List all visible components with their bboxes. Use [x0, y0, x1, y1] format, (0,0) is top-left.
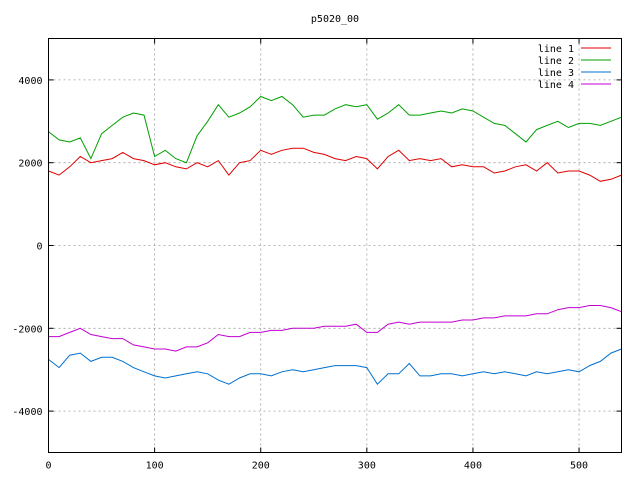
x-tick-label: 300 [358, 461, 376, 472]
series-line-4 [48, 305, 622, 352]
x-tick-label: 100 [146, 461, 164, 472]
y-tick-label: 4000 [18, 76, 42, 87]
y-tick-label: -2000 [12, 324, 42, 335]
y-tick-label: 2000 [18, 159, 42, 170]
x-tick-label: 0 [45, 461, 51, 472]
series-layer [48, 95, 622, 385]
plot-frame [48, 38, 622, 453]
y-tick-label: 0 [36, 242, 42, 253]
grid [48, 38, 622, 453]
legend-label: line 4 [538, 80, 574, 91]
x-tick-label: 200 [252, 461, 270, 472]
legend-label: line 2 [538, 56, 574, 67]
x-tick-label: 500 [570, 461, 588, 472]
legend-label: line 3 [538, 68, 574, 79]
axes: -4000 -2000 0 2000 4000 0 100 200 300 400 500 [12, 38, 622, 472]
y-tick-label: -4000 [12, 407, 42, 418]
x-tick-label: 400 [464, 461, 482, 472]
series-line-2 [48, 95, 622, 164]
series-line-1 [48, 147, 622, 182]
series-line-3 [48, 348, 622, 385]
legend-label: line 1 [538, 44, 574, 55]
chart-title: p5020_00 [311, 14, 359, 25]
